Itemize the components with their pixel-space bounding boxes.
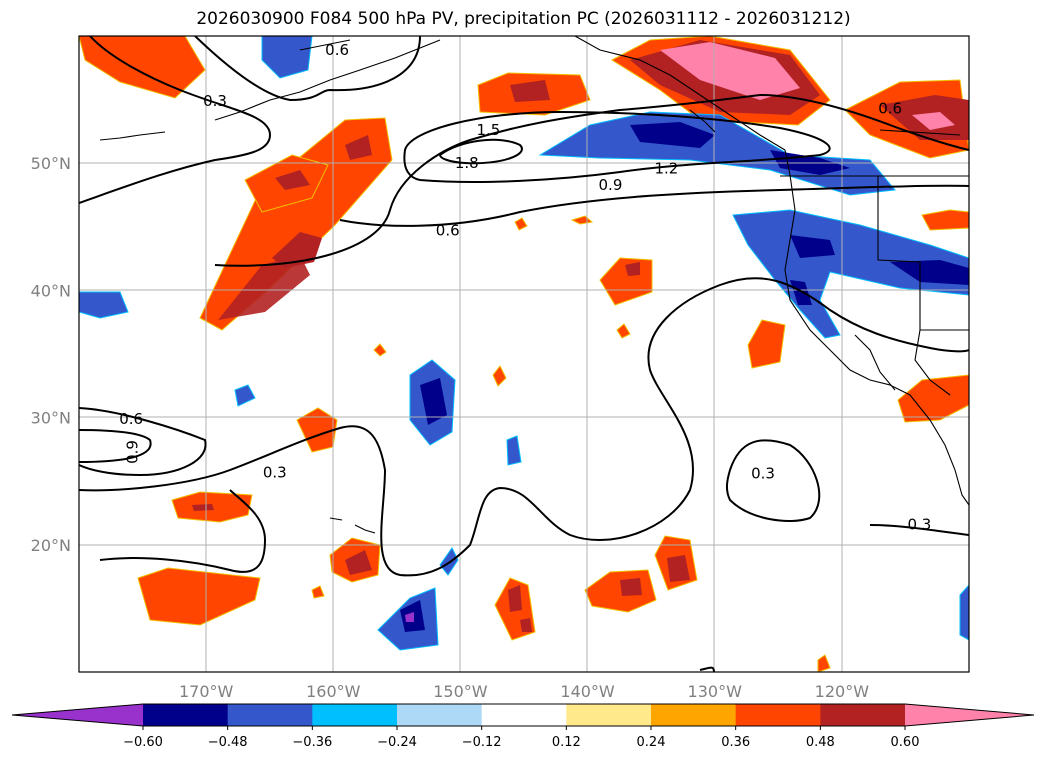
lat-tick-label: 40°N — [31, 281, 71, 300]
colorbar-segment — [481, 704, 567, 726]
lon-tick-label: 120°W — [815, 682, 870, 701]
colorbar-tick-label: −0.60 — [123, 735, 163, 750]
colorbar-tick-label: 0.48 — [806, 735, 835, 750]
colorbar-tick-label: 0.24 — [637, 735, 666, 750]
colorbar-segment — [397, 704, 483, 726]
colorbar-segment — [227, 704, 313, 726]
pv-contour-label: 0.9 — [599, 176, 623, 194]
colorbar-tick-label: −0.12 — [462, 735, 502, 750]
pv-contours — [79, 36, 969, 672]
colorbar: −0.60 −0.48 −0.36 −0.24 −0.12 0.12 0.24 0.36 0.4… — [11, 703, 1035, 750]
pv-contour-label: 1.5 — [476, 121, 500, 139]
colorbar-segment — [566, 704, 652, 726]
colorbar-segment — [143, 704, 229, 726]
pv-contour-label: 1.8 — [455, 154, 479, 172]
pv-contour-label: 0.3 — [907, 515, 931, 533]
lat-tick-label: 50°N — [31, 154, 71, 173]
colorbar-segment — [735, 704, 821, 726]
lat-tick-label: 20°N — [31, 536, 71, 555]
pv-contour-label: 0.3 — [751, 465, 775, 483]
longitude-labels: 170°W 160°W 150°W 140°W 130°W 120°W — [179, 682, 869, 701]
lon-tick-label: 150°W — [433, 682, 488, 701]
lat-tick-label: 30°N — [31, 409, 71, 428]
pv-contour-label: 0.6 — [878, 100, 902, 118]
lon-tick-label: 170°W — [179, 682, 234, 701]
colorbar-tick-label: 0.60 — [891, 735, 920, 750]
figure-title: 2026030900 F084 500 hPa PV, precipitatio… — [196, 9, 851, 29]
lon-tick-label: 130°W — [688, 682, 743, 701]
colorbar-extend-max — [905, 704, 1034, 726]
pv-contour-label: 0.3 — [203, 92, 227, 110]
pv-contour-labels: 0.6 0.9 0.3 0.3 0.6 1.5 1.8 0.9 1.2 0.6 0.6 0.3 0.3 — [119, 41, 931, 533]
colorbar-segment — [312, 704, 398, 726]
pv-contour-label: 0.6 — [325, 41, 349, 59]
map-gridlines — [79, 36, 969, 672]
colorbar-tick-label: 0.12 — [552, 735, 581, 750]
colorbar-tick-label: 0.36 — [721, 735, 750, 750]
map-frame — [78, 35, 970, 673]
colorbar-tick-label: −0.48 — [208, 735, 248, 750]
pv-contour-label: 0.3 — [263, 463, 287, 481]
lon-tick-label: 160°W — [306, 682, 361, 701]
colorbar-extend-min — [12, 704, 143, 726]
colorbar-segment — [820, 704, 906, 726]
latitude-labels: 50°N 40°N 30°N 20°N — [31, 154, 71, 555]
pv-contour-label: 0.9 — [123, 440, 141, 464]
lon-tick-label: 140°W — [560, 682, 615, 701]
pv-contour-label: 0.6 — [119, 410, 143, 428]
colorbar-tick-label: −0.24 — [377, 735, 417, 750]
precip-negative-fills — [79, 36, 969, 651]
colorbar-tick-label: −0.36 — [292, 735, 332, 750]
pv-contour-label: 1.2 — [654, 159, 678, 177]
map-area: 0.6 0.9 0.3 0.3 0.6 1.5 1.8 0.9 1.2 0.6 0.6 0.3 0.3 — [79, 36, 969, 672]
colorbar-segment — [651, 704, 737, 726]
pv-contour-label: 0.6 — [436, 222, 460, 240]
